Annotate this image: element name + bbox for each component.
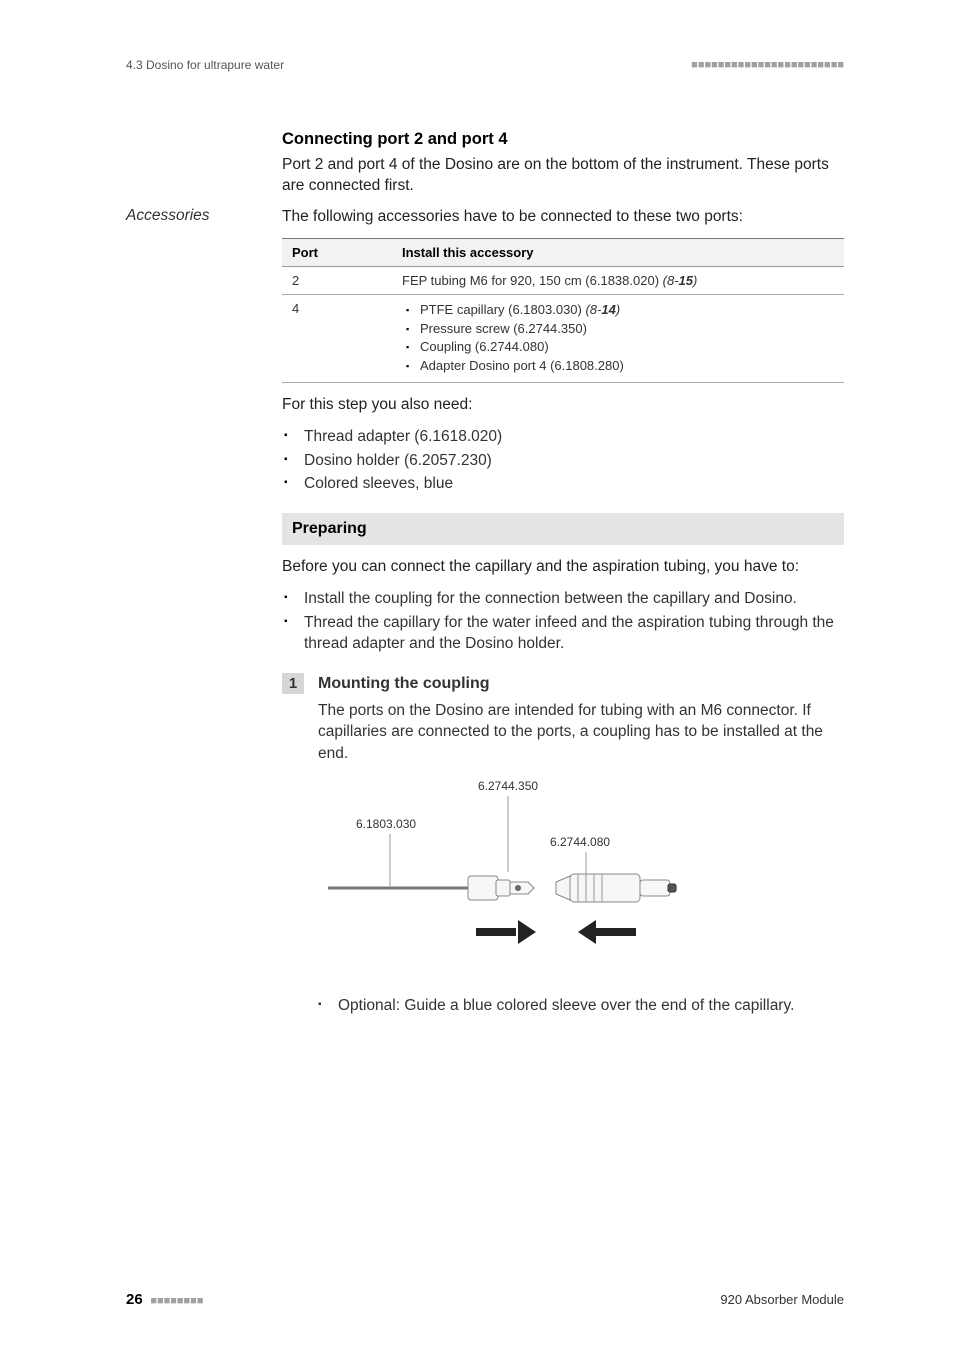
arrow-icon	[476, 920, 536, 944]
para-accessories: The following accessories have to be con…	[282, 207, 844, 228]
page-header: 4.3 Dosino for ultrapure water ■■■■■■■■■…	[126, 58, 844, 72]
list-item: PTFE capillary (6.1803.030) (8-14)	[406, 301, 834, 320]
th-port: Port	[282, 238, 392, 266]
cell-acc-4: PTFE capillary (6.1803.030) (8-14) Press…	[392, 294, 844, 382]
page-number-block: 26 ■■■■■■■■	[126, 1291, 203, 1308]
list-item: Colored sleeves, blue	[282, 473, 844, 495]
diagram-label-top: 6.2744.350	[478, 779, 538, 793]
para-preparing: Before you can connect the capillary and…	[282, 557, 844, 578]
table-row: 2 FEP tubing M6 for 920, 150 cm (6.1838.…	[282, 266, 844, 294]
also-need-list: Thread adapter (6.1618.020) Dosino holde…	[282, 426, 844, 495]
step-1: 1 Mounting the coupling The ports on the…	[282, 673, 844, 1017]
coupling-icon	[556, 874, 676, 902]
side-label-accessories: Accessories	[126, 207, 210, 225]
list-item: Coupling (6.2744.080)	[406, 338, 834, 357]
cell-acc-2: FEP tubing M6 for 920, 150 cm (6.1838.02…	[392, 266, 844, 294]
table-row: 4 PTFE capillary (6.1803.030) (8-14) Pre…	[282, 294, 844, 382]
list-item: Pressure screw (6.2744.350)	[406, 320, 834, 339]
cell-port-4: 4	[282, 294, 392, 382]
heading-connecting: Connecting port 2 and port 4	[282, 130, 844, 149]
page-footer: 26 ■■■■■■■■ 920 Absorber Module	[126, 1291, 844, 1308]
footer-ticks: ■■■■■■■■	[150, 1295, 203, 1307]
pressure-screw-icon	[468, 876, 534, 900]
step-number: 1	[282, 673, 304, 694]
step-sub-list: Optional: Guide a blue colored sleeve ov…	[318, 995, 844, 1017]
page-number: 26	[126, 1291, 143, 1308]
preparing-list: Install the coupling for the connection …	[282, 588, 844, 655]
para-connecting: Port 2 and port 4 of the Dosino are on t…	[282, 155, 844, 197]
list-item: Install the coupling for the connection …	[282, 588, 844, 610]
step-body: The ports on the Dosino are intended for…	[318, 700, 844, 764]
list-item: Thread the capillary for the water infee…	[282, 612, 844, 655]
step-title: Mounting the coupling	[318, 675, 490, 693]
accessories-table: Port Install this accessory 2 FEP tubing…	[282, 238, 844, 383]
step-head: 1 Mounting the coupling	[282, 673, 844, 694]
list-item: Adapter Dosino port 4 (6.1808.280)	[406, 357, 834, 376]
list-item: Optional: Guide a blue colored sleeve ov…	[318, 995, 844, 1017]
arrow-icon	[578, 920, 636, 944]
content: Connecting port 2 and port 4 Port 2 and …	[126, 130, 844, 1017]
coupling-diagram: 6.2744.350 6.1803.030 6.2744.080	[318, 776, 718, 981]
preparing-heading: Preparing	[282, 513, 844, 545]
header-section: 4.3 Dosino for ultrapure water	[126, 58, 284, 72]
th-accessory: Install this accessory	[392, 238, 844, 266]
list-item: Dosino holder (6.2057.230)	[282, 450, 844, 472]
diagram-label-right: 6.2744.080	[550, 835, 610, 849]
footer-product: 920 Absorber Module	[720, 1292, 844, 1307]
para-also-need: For this step you also need:	[282, 395, 844, 416]
diagram-label-left: 6.1803.030	[356, 817, 416, 831]
cell-port-2: 2	[282, 266, 392, 294]
list-item: Thread adapter (6.1618.020)	[282, 426, 844, 448]
header-ticks: ■■■■■■■■■■■■■■■■■■■■■■■	[691, 59, 844, 71]
